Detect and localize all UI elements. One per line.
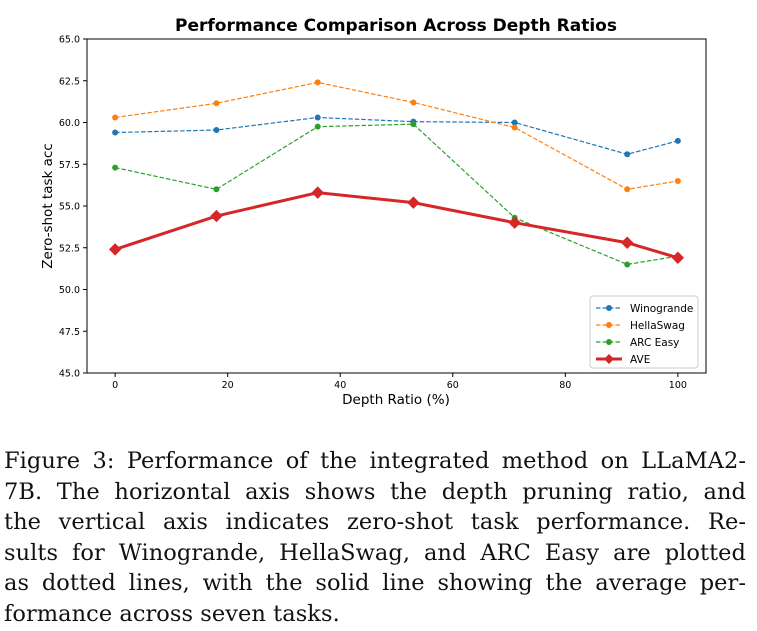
- series-arc-easy: [112, 121, 681, 268]
- y-tick-label: 62.5: [59, 76, 80, 87]
- data-point: [624, 186, 631, 193]
- legend-marker: [606, 305, 612, 311]
- data-point: [311, 186, 324, 199]
- y-tick-label: 50.0: [59, 285, 80, 296]
- series-hellaswag: [112, 79, 681, 193]
- y-tick-label: 47.5: [59, 327, 80, 338]
- x-tick-label: 0: [112, 380, 118, 391]
- series-ave: [108, 186, 685, 264]
- data-point: [674, 137, 681, 144]
- data-point: [112, 129, 119, 136]
- data-point: [213, 100, 220, 107]
- figure-caption: Figure 3: Performance of the integrated …: [4, 446, 746, 629]
- data-point: [314, 114, 321, 121]
- data-point: [671, 251, 685, 264]
- data-point: [624, 151, 631, 158]
- series-line-ave: [114, 191, 679, 260]
- caption-line: formance across seven tasks.: [4, 600, 340, 627]
- series-winogrande: [112, 114, 681, 158]
- data-point: [112, 164, 119, 171]
- caption-line: Figure 3: Performance of the integrated …: [4, 448, 746, 474]
- legend-label: Winogrande: [630, 303, 693, 315]
- legend: Winogrande HellaSwag ARC Easy AVE: [589, 295, 699, 369]
- y-tick-label: 65.0: [59, 35, 80, 46]
- legend-marker: [606, 322, 612, 328]
- series-layer: [108, 79, 685, 268]
- x-tick-label: 20: [222, 380, 234, 391]
- y-axis-label: Zero-shot task acc: [40, 143, 56, 268]
- y-tick-label: 52.5: [59, 243, 80, 254]
- data-point: [621, 236, 634, 249]
- data-point: [314, 79, 321, 86]
- legend-marker: [606, 339, 612, 345]
- data-point: [508, 216, 521, 229]
- legend-item: Winogrande: [596, 303, 693, 315]
- x-axis-label: Depth Ratio (%): [342, 392, 450, 408]
- series-line-winogrande: [115, 116, 679, 155]
- y-tick-label: 57.5: [59, 160, 80, 171]
- data-point: [213, 127, 220, 134]
- y-tick-label: 55.0: [59, 202, 80, 213]
- x-tick-label: 60: [447, 380, 459, 391]
- x-tick-label: 100: [669, 380, 687, 391]
- caption-line: 7B. The horizontal axis shows the depth …: [4, 478, 746, 505]
- data-point: [511, 124, 518, 131]
- data-point: [314, 123, 321, 130]
- legend-label: ARC Easy: [630, 337, 679, 349]
- x-tick-label: 80: [559, 380, 571, 391]
- data-point: [108, 243, 122, 256]
- legend-item: AVE: [596, 354, 650, 366]
- legend-marker: [604, 354, 614, 364]
- legend-box: [589, 295, 699, 369]
- legend-item: ARC Easy: [596, 337, 679, 349]
- caption-line: the vertical axis indicates zero-shot ta…: [4, 509, 746, 535]
- legend-label: AVE: [630, 354, 650, 366]
- data-point: [407, 196, 420, 209]
- data-point: [511, 119, 518, 126]
- axes: 0 20 40 60 80 100 45.0 47.5 50.0 52.5 55.0 57.5 60.0…: [59, 35, 687, 392]
- data-point: [210, 209, 223, 223]
- y-tick-label: 60.0: [59, 118, 80, 129]
- chart-title: Performance Comparison Across Depth Rati…: [175, 16, 617, 36]
- x-tick-label: 40: [334, 380, 346, 391]
- data-point: [410, 99, 417, 106]
- data-point: [410, 121, 417, 128]
- legend-item: HellaSwag: [596, 320, 685, 332]
- chart: Performance Comparison Across Depth Rati…: [40, 16, 707, 408]
- data-point: [674, 177, 681, 184]
- y-tick-label: 45.0: [59, 369, 80, 380]
- data-point: [112, 114, 119, 121]
- caption-line: sults for Winogrande, HellaSwag, and ARC…: [4, 539, 746, 566]
- caption-line: as dotted lines, with the solid line sho…: [4, 570, 746, 596]
- series-line-hellaswag: [115, 81, 678, 190]
- data-point: [624, 261, 631, 268]
- legend-label: HellaSwag: [630, 320, 685, 332]
- data-point: [213, 186, 220, 193]
